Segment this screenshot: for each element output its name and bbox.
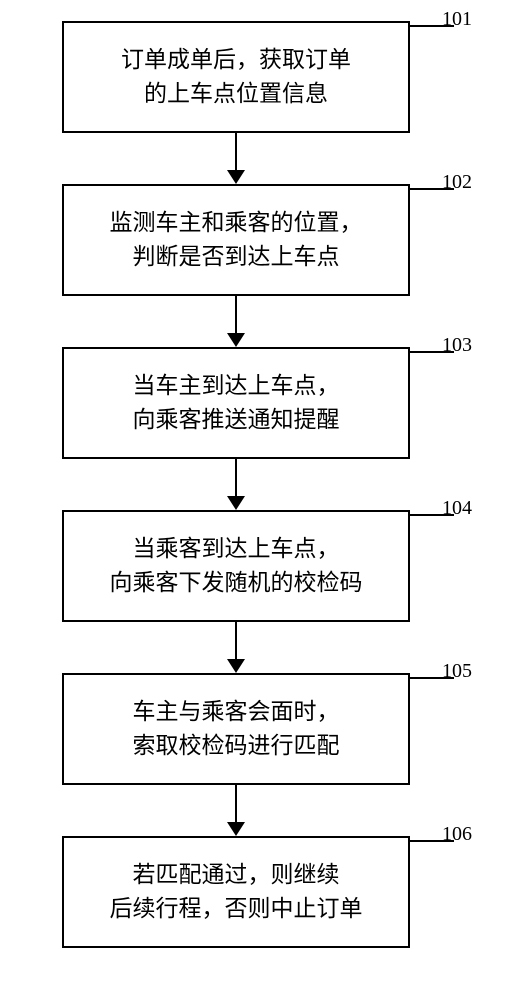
flow-arrow-4 <box>227 622 245 673</box>
flow-node-6: 若匹配通过，则继续 后续行程，否则中止订单 <box>62 836 410 948</box>
flow-num-5: 105 <box>442 660 472 683</box>
flow-node-3: 当车主到达上车点， 向乘客推送通知提醒 <box>62 347 410 459</box>
flow-arrow-3 <box>227 459 245 510</box>
flow-node-5-line1: 车主与乘客会面时， <box>133 695 340 730</box>
flow-node-5-line2: 索取校检码进行匹配 <box>133 729 340 764</box>
flow-num-6: 106 <box>442 823 472 846</box>
flow-node-2-line1: 监测车主和乘客的位置， <box>110 206 363 241</box>
flow-node-4-line2: 向乘客下发随机的校检码 <box>110 566 363 601</box>
flow-node-2-line2: 判断是否到达上车点 <box>133 240 340 275</box>
flow-node-5: 车主与乘客会面时， 索取校检码进行匹配 <box>62 673 410 785</box>
flow-arrow-1 <box>227 133 245 184</box>
flow-num-2: 102 <box>442 171 472 194</box>
flow-node-2: 监测车主和乘客的位置， 判断是否到达上车点 <box>62 184 410 296</box>
flow-node-1-line2: 的上车点位置信息 <box>144 77 328 112</box>
flow-arrow-5 <box>227 785 245 836</box>
flow-node-4: 当乘客到达上车点， 向乘客下发随机的校检码 <box>62 510 410 622</box>
flow-node-4-line1: 当乘客到达上车点， <box>133 532 340 567</box>
flow-arrow-2 <box>227 296 245 347</box>
flow-node-6-line2: 后续行程，否则中止订单 <box>110 892 363 927</box>
flow-node-1: 订单成单后，获取订单 的上车点位置信息 <box>62 21 410 133</box>
flow-num-4: 104 <box>442 497 472 520</box>
flow-num-1: 101 <box>442 8 472 31</box>
flow-node-3-line2: 向乘客推送通知提醒 <box>133 403 340 438</box>
flow-node-6-line1: 若匹配通过，则继续 <box>133 858 340 893</box>
flow-num-3: 103 <box>442 334 472 357</box>
flow-node-1-line1: 订单成单后，获取订单 <box>121 43 351 78</box>
flowchart-canvas: 订单成单后，获取订单 的上车点位置信息 101 监测车主和乘客的位置， 判断是否… <box>0 0 528 1000</box>
flow-node-3-line1: 当车主到达上车点， <box>133 369 340 404</box>
